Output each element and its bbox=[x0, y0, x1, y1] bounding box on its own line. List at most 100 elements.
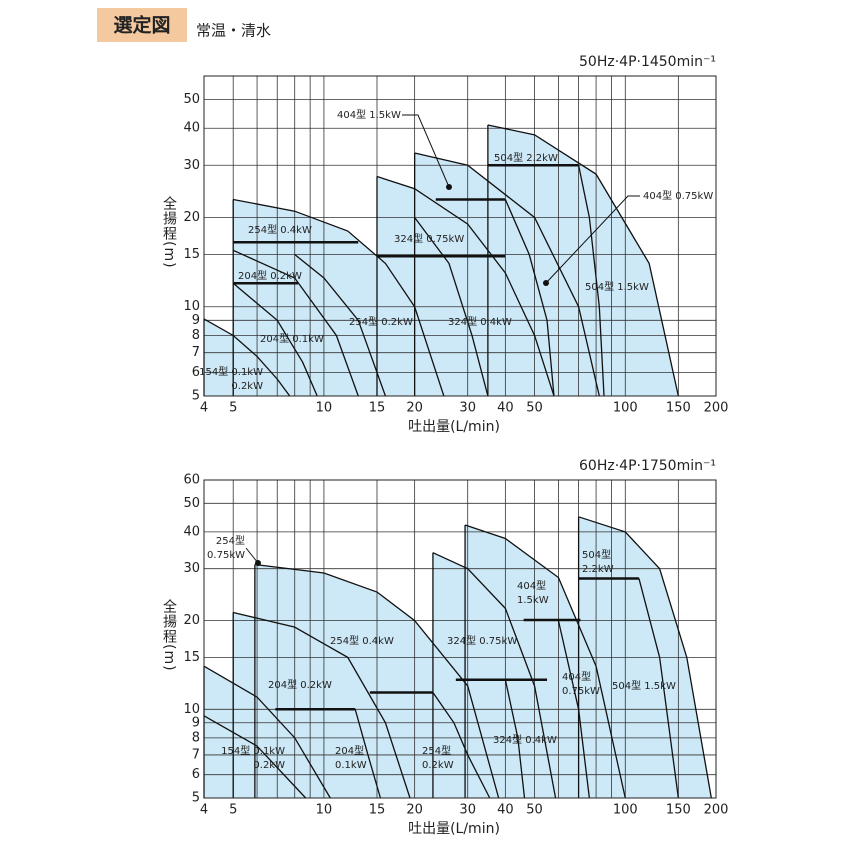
x-tick-label: 200 bbox=[704, 803, 729, 818]
performance-curve bbox=[464, 524, 626, 799]
performance-curve bbox=[354, 709, 382, 799]
plot-frame bbox=[203, 75, 717, 397]
curve-label: 254型 0.4kW bbox=[248, 223, 312, 236]
x-tick-label: 40 bbox=[497, 803, 514, 818]
y-tick-label: 15 bbox=[183, 247, 200, 262]
y-tick-label: 40 bbox=[183, 121, 200, 136]
y-tick-label: 6 bbox=[192, 365, 200, 380]
performance-curve bbox=[233, 611, 411, 799]
x-tick-label: 4 bbox=[200, 803, 208, 818]
x-tick-label: 10 bbox=[316, 401, 333, 416]
curve-label: 324型 0.4kW bbox=[493, 733, 557, 746]
y-tick-label: 5 bbox=[192, 791, 200, 806]
chart-title: 50Hz·4P·1450min⁻¹ bbox=[579, 54, 716, 70]
x-tick-label: 20 bbox=[406, 803, 423, 818]
x-tick-label: 5 bbox=[229, 803, 237, 818]
performance-curve bbox=[504, 679, 526, 799]
y-tick-label: 8 bbox=[192, 730, 200, 745]
x-tick-label: 100 bbox=[613, 401, 638, 416]
y-tick-label: 10 bbox=[183, 299, 200, 314]
y-tick-label: 50 bbox=[183, 92, 200, 107]
curve-label: 324型 0.4kW bbox=[448, 315, 512, 328]
x-tick-label: 15 bbox=[369, 803, 386, 818]
y-tick-label: 20 bbox=[183, 613, 200, 628]
curve-label: 404型 bbox=[562, 670, 591, 683]
performance-curve bbox=[578, 516, 712, 799]
x-tick-label: 30 bbox=[459, 401, 476, 416]
chart-title: 60Hz·4P·1750min⁻¹ bbox=[579, 458, 716, 474]
leader-dot bbox=[255, 560, 261, 566]
x-tick-label: 4 bbox=[200, 401, 208, 416]
y-tick-label: 6 bbox=[192, 767, 200, 782]
x-tick-label: 20 bbox=[406, 401, 423, 416]
curve-label: 254型 bbox=[216, 534, 245, 547]
performance-curve bbox=[376, 175, 555, 397]
x-tick-label: 40 bbox=[497, 401, 514, 416]
y-axis-label: 全揚程(m) bbox=[161, 195, 177, 268]
x-tick-label: 150 bbox=[666, 803, 691, 818]
x-tick-label: 5 bbox=[229, 401, 237, 416]
x-tick-label: 30 bbox=[459, 803, 476, 818]
y-tick-label: 9 bbox=[192, 313, 200, 328]
performance-curve bbox=[638, 578, 679, 799]
curve-label: 204型 0.1kW bbox=[260, 332, 324, 345]
x-tick-label: 10 bbox=[316, 803, 333, 818]
performance-curve bbox=[487, 124, 679, 397]
x-tick-label: 50 bbox=[526, 803, 543, 818]
leader-line bbox=[402, 114, 450, 188]
curve-label: 0.2kW bbox=[231, 381, 263, 392]
x-tick-label: 100 bbox=[613, 803, 638, 818]
performance-curve bbox=[254, 563, 500, 799]
curve-label: 1.5kW bbox=[517, 595, 549, 606]
y-tick-label: 7 bbox=[192, 345, 200, 360]
badge-box bbox=[97, 8, 187, 42]
y-axis-label: 全揚程(m) bbox=[161, 598, 177, 671]
curve-label: 0.75kW bbox=[562, 686, 600, 697]
x-tick-label: 200 bbox=[704, 401, 729, 416]
curve-label: 254型 0.4kW bbox=[330, 634, 394, 647]
curve-label: 324型 0.75kW bbox=[447, 634, 517, 647]
performance-curve bbox=[233, 198, 445, 397]
performance-curve bbox=[203, 665, 331, 799]
performance-curve bbox=[504, 199, 555, 397]
x-tick-label: 15 bbox=[369, 401, 386, 416]
curve-label: 404型 1.5kW bbox=[337, 108, 401, 121]
x-tick-label: 150 bbox=[666, 401, 691, 416]
performance-curve bbox=[203, 318, 291, 397]
y-tick-label: 9 bbox=[192, 715, 200, 730]
curve-label: 154型 0.1kW bbox=[221, 744, 285, 757]
curve-label: 504型 bbox=[582, 548, 611, 561]
plot-frame bbox=[203, 479, 717, 799]
curve-label: 404型 bbox=[517, 579, 546, 592]
x-tick-label: 50 bbox=[526, 401, 543, 416]
performance-curve bbox=[577, 165, 605, 397]
leader-line bbox=[545, 195, 640, 284]
y-tick-label: 8 bbox=[192, 328, 200, 343]
curve-label: 154型 0.1kW bbox=[199, 365, 263, 378]
performance-curve bbox=[232, 249, 359, 397]
region-fill bbox=[638, 578, 679, 798]
curve-label: 324型 0.75kW bbox=[394, 232, 464, 245]
curve-label: 504型 2.2kW bbox=[494, 151, 558, 164]
badge: 選定図 bbox=[113, 14, 170, 37]
curve-label: 254型 bbox=[422, 744, 451, 757]
performance-curve bbox=[414, 217, 489, 397]
performance-curve bbox=[203, 715, 307, 799]
region-fill bbox=[578, 165, 605, 396]
y-tick-label: 30 bbox=[183, 561, 200, 576]
curve-label: 504型 1.5kW bbox=[585, 280, 649, 293]
region-fill bbox=[233, 283, 318, 396]
curve-label: 2.2kW bbox=[582, 564, 614, 575]
x-axis-label: 吐出量(L/min) bbox=[408, 821, 500, 837]
y-tick-label: 60 bbox=[183, 473, 200, 488]
leader-dot bbox=[543, 280, 549, 286]
y-tick-label: 40 bbox=[183, 524, 200, 539]
curve-label: 404型 0.75kW bbox=[643, 189, 713, 202]
curve-label: 0.2kW bbox=[422, 760, 454, 771]
curve-label: 0.75kW bbox=[207, 550, 245, 561]
curve-label: 504型 1.5kW bbox=[612, 679, 676, 692]
subtitle: 常温・清水 bbox=[196, 22, 271, 40]
curve-label: 254型 0.2kW bbox=[349, 315, 413, 328]
y-tick-label: 10 bbox=[183, 702, 200, 717]
